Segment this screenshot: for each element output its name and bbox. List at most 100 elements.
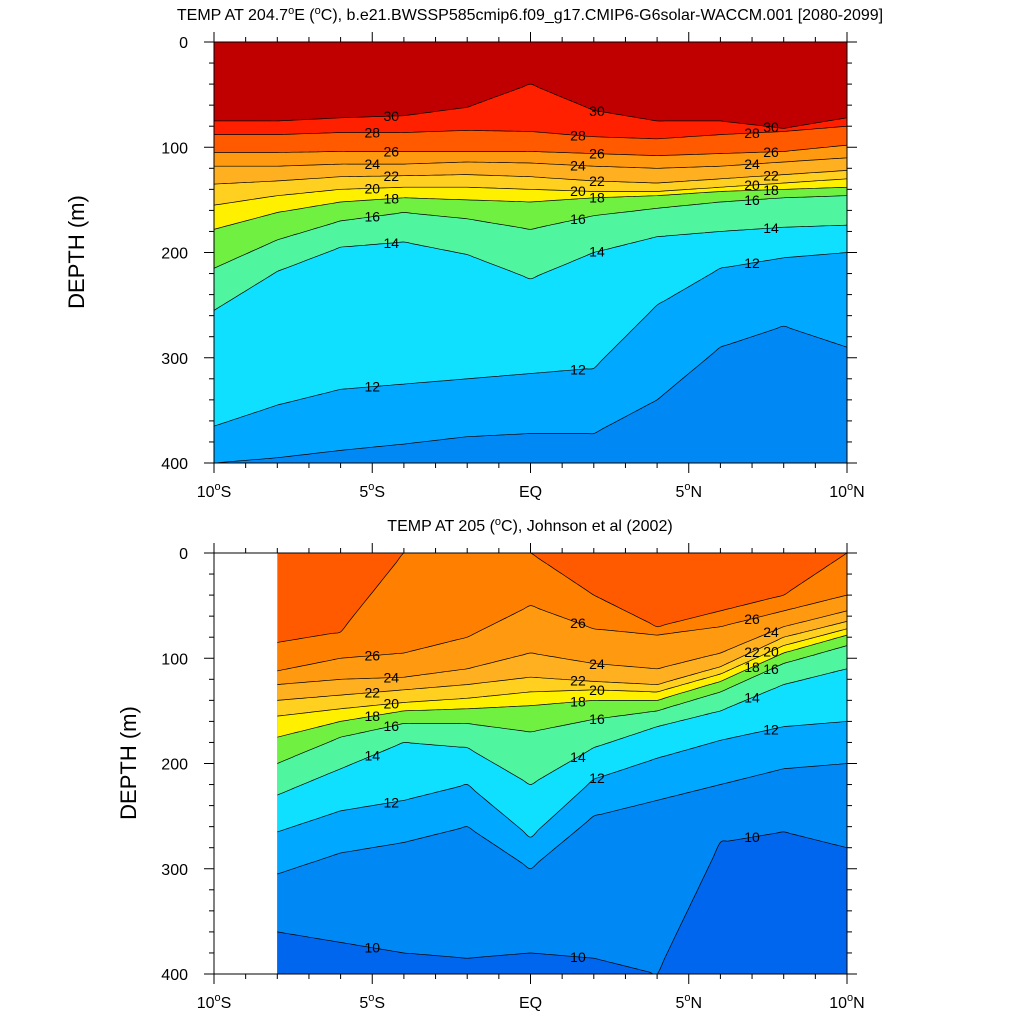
contour-label-24: 24: [763, 624, 779, 640]
panel-top-filled-contours: [214, 42, 847, 463]
contour-label-12: 12: [364, 379, 380, 395]
panel-bottom-contour-lines: [277, 553, 847, 974]
panel-top-y-axis-title: DEPTH (m): [64, 195, 89, 309]
isotherm-fill-11: [214, 326, 847, 463]
isotherm-line-26: [277, 594, 847, 672]
isotherm-line-12: [214, 252, 847, 427]
x-tick-label: 10oN: [829, 992, 864, 1012]
contour-label-14: 14: [383, 235, 399, 251]
contour-label-30: 30: [763, 119, 779, 135]
contour-label-16: 16: [364, 209, 380, 225]
y-tick-label: 200: [161, 246, 188, 263]
isotherm-line-22: [277, 621, 847, 701]
contour-label-18: 18: [589, 190, 605, 206]
x-tick-label: 5oN: [675, 992, 702, 1012]
y-tick-label: 100: [161, 651, 188, 668]
contour-label-20: 20: [364, 180, 380, 196]
contour-label-18: 18: [364, 708, 380, 724]
contour-label-16: 16: [744, 192, 760, 208]
contour-label-16: 16: [383, 718, 399, 734]
contour-label-20: 20: [570, 183, 586, 199]
isotherm-line-16: [277, 645, 847, 764]
isotherm-line-30: [214, 83, 847, 129]
contour-label-20: 20: [383, 696, 399, 712]
panel-top-plot-area: [214, 42, 847, 463]
contour-label-16: 16: [589, 711, 605, 727]
contour-label-26: 26: [763, 144, 779, 160]
contour-label-20: 20: [744, 177, 760, 193]
isotherm-line-20: [214, 178, 847, 206]
x-tick-label: 5oN: [675, 481, 702, 501]
isotherm-line-24: [214, 157, 847, 169]
contour-label-24: 24: [570, 157, 586, 173]
isotherm-line-14: [277, 668, 847, 796]
y-tick-label: 400: [161, 967, 188, 984]
panel-bottom: TEMP AT 205 (oC), Johnson et al (2002) 1…: [116, 516, 865, 1012]
panel-bottom-filled-contours: [277, 553, 847, 974]
contour-label-22: 22: [364, 684, 380, 700]
contour-label-14: 14: [570, 749, 586, 765]
isotherm-line-12: [277, 721, 847, 838]
contour-label-20: 20: [589, 682, 605, 698]
isotherm-line-14: [214, 224, 847, 311]
isotherm-line-22: [214, 170, 847, 185]
contour-label-18: 18: [744, 659, 760, 675]
isotherm-line-11: [214, 325, 847, 463]
contour-label-14: 14: [744, 690, 760, 706]
contour-label-12: 12: [589, 770, 605, 786]
contour-label-14: 14: [763, 220, 779, 236]
isotherm-line-26: [214, 144, 847, 157]
y-tick-label: 400: [161, 456, 188, 473]
contour-label-14: 14: [364, 748, 380, 764]
contour-label-22: 22: [570, 672, 586, 688]
isotherm-line-18: [214, 186, 847, 230]
contour-label-24: 24: [744, 156, 760, 172]
contour-label-10: 10: [570, 949, 586, 965]
y-tick-label: 200: [161, 757, 188, 774]
contour-label-22: 22: [763, 167, 779, 183]
contour-label-18: 18: [383, 191, 399, 207]
contour-label-26: 26: [589, 146, 605, 162]
isotherm-line-28: [214, 125, 847, 140]
x-tick-label: 10oS: [197, 481, 232, 501]
contour-label-18: 18: [570, 694, 586, 710]
contour-label-30: 30: [383, 108, 399, 124]
x-tick-label: 5oS: [359, 481, 385, 501]
isotherm-line-24: [277, 610, 847, 685]
contour-label-24: 24: [364, 156, 380, 172]
isotherm-line-11: [277, 763, 847, 875]
contour-label-26: 26: [744, 611, 760, 627]
contour-label-28: 28: [570, 127, 586, 143]
isotherm-fill-10: [277, 831, 847, 974]
contour-label-14: 14: [589, 244, 605, 260]
contour-label-26: 26: [570, 615, 586, 631]
contour-label-10: 10: [744, 829, 760, 845]
isotherm-line-18: [277, 634, 847, 738]
x-tick-label: 5oS: [359, 992, 385, 1012]
isotherm-line-16: [214, 195, 847, 269]
contour-label-12: 12: [383, 794, 399, 810]
contour-label-22: 22: [744, 644, 760, 660]
contour-label-22: 22: [589, 173, 605, 189]
contour-label-10: 10: [364, 940, 380, 956]
contour-label-26: 26: [383, 143, 399, 159]
contour-label-18: 18: [763, 182, 779, 198]
x-tick-label: 10oS: [197, 992, 232, 1012]
contour-label-28: 28: [364, 125, 380, 141]
isotherm-line-10: [277, 831, 847, 974]
panel-top-contour-lines: [214, 83, 847, 463]
x-tick-label: EQ: [519, 995, 542, 1012]
contour-label-22: 22: [383, 168, 399, 184]
contour-label-12: 12: [763, 721, 779, 737]
panel-top-axes: 0 100 200 300 400 10oS 5oS EQ 5oN 10oN: [161, 32, 865, 501]
y-tick-label: 300: [161, 862, 188, 879]
x-tick-label: 10oN: [829, 481, 864, 501]
panel-top-title: TEMP AT 204.7oE (oC), b.e21.BWSSP585cmip…: [177, 5, 883, 24]
y-tick-label: 0: [179, 546, 188, 563]
contour-label-24: 24: [589, 656, 605, 672]
contour-label-30: 30: [589, 103, 605, 119]
panel-bottom-title: TEMP AT 205 (oC), Johnson et al (2002): [387, 516, 672, 535]
